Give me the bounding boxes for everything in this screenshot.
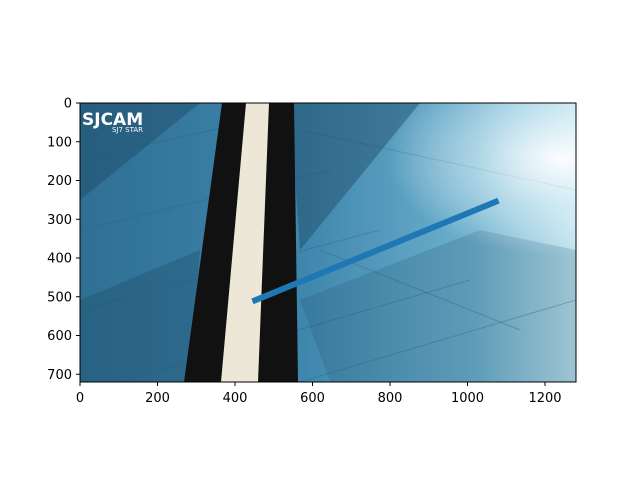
y-tick-label: 500 (47, 290, 72, 305)
x-tick-label: 1200 (528, 391, 561, 406)
x-tick-label: 400 (223, 391, 248, 406)
x-tick-label: 600 (300, 391, 325, 406)
y-tick-label: 600 (47, 329, 72, 344)
y-tick-label: 0 (64, 97, 72, 112)
x-tick-label: 0 (76, 391, 84, 406)
x-tick-label: 200 (145, 391, 170, 406)
logo-main-text: SJCAM (82, 110, 143, 130)
y-tick-label: 200 (47, 174, 72, 189)
y-tick-label: 700 (47, 368, 72, 383)
series-layer (251, 197, 500, 305)
y-tick-label: 300 (47, 213, 72, 228)
x-tick-label: 800 (378, 391, 403, 406)
y-axis: 0 100 200 300 400 500 600 700 (47, 97, 80, 383)
logo-sub-text: SJ7 STAR (112, 126, 143, 134)
background-photo (80, 103, 576, 382)
y-tick-label: 100 (47, 135, 72, 150)
x-axis: 0 200 400 600 800 1000 1200 (76, 382, 562, 406)
series-line-0 (251, 197, 500, 305)
plot-area (79, 102, 577, 383)
x-tick-label: 1000 (451, 391, 484, 406)
sjcam-logo: SJCAM SJ7 STAR (82, 110, 143, 134)
y-tick-label: 400 (47, 252, 72, 267)
